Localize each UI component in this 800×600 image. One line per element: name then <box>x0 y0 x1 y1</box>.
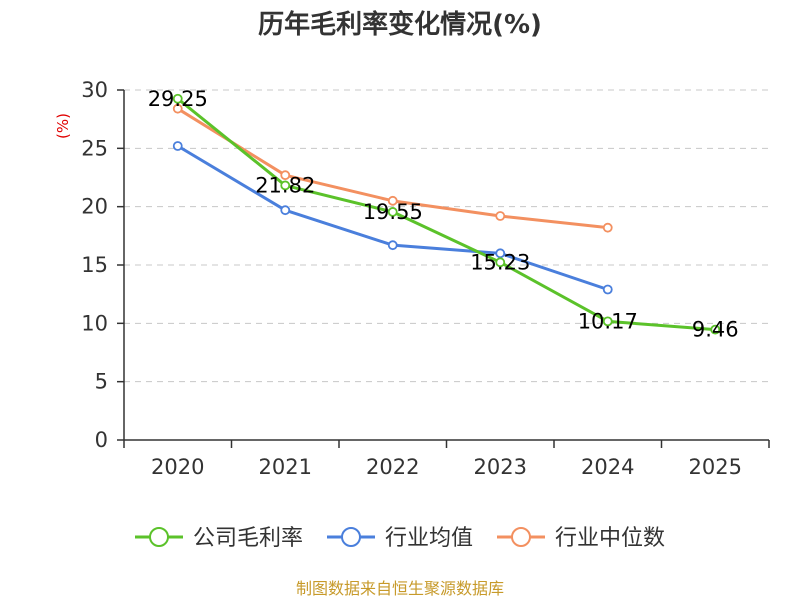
y-tick-label: 0 <box>95 428 108 452</box>
data-label: 21.82 <box>255 173 315 197</box>
x-tick-label: 2025 <box>689 455 742 479</box>
x-tick-label: 2020 <box>151 455 204 479</box>
axes <box>117 89 770 448</box>
data-point <box>495 257 506 268</box>
data-label: 15.23 <box>470 250 530 274</box>
y-tick-label: 15 <box>81 253 108 277</box>
y-tick-label: 25 <box>81 136 108 160</box>
data-point <box>172 93 183 104</box>
legend-marker-circle <box>511 527 531 547</box>
data-point <box>387 195 398 206</box>
x-tick-label: 2024 <box>581 455 634 479</box>
series-0 <box>172 93 721 335</box>
x-tick-labels: 2020 2021 2022 2023 2024 2025 <box>151 455 742 479</box>
data-label: 29.25 <box>148 87 208 111</box>
grid-lines <box>124 89 769 383</box>
legend-item-0[interactable]: 公司毛利率 <box>135 526 303 551</box>
data-label: 9.46 <box>692 318 739 342</box>
y-tick-label: 5 <box>95 370 108 394</box>
source-note: 制图数据来自恒生聚源数据库 <box>296 579 504 598</box>
x-tick-label: 2022 <box>366 455 419 479</box>
x-tick-label: 2021 <box>259 455 312 479</box>
data-point <box>495 248 506 259</box>
series-2 <box>172 103 613 233</box>
y-axis-label: (%) <box>54 113 72 139</box>
y-tick-label: 30 <box>81 78 108 102</box>
series <box>172 93 721 335</box>
data-point <box>387 207 398 217</box>
legend-marker-circle <box>341 527 361 547</box>
data-label: 10.17 <box>578 309 638 333</box>
y-tick-label: 20 <box>81 195 108 219</box>
legend-item-1[interactable]: 行业均值 <box>327 526 473 551</box>
legend-label: 公司毛利率 <box>193 526 303 551</box>
chart-title: 历年毛利率变化情况(%) <box>258 9 542 40</box>
data-label: 19.55 <box>363 200 423 224</box>
y-tick-label: 10 <box>81 311 108 335</box>
data-point <box>710 324 721 335</box>
legend-item-2[interactable]: 行业中位数 <box>497 526 665 551</box>
legend-label: 行业中位数 <box>555 526 665 551</box>
data-point <box>172 141 183 151</box>
data-point <box>495 211 506 221</box>
y-tick-labels: 0 5 10 15 20 25 30 <box>81 78 108 452</box>
data-point <box>280 170 291 181</box>
legend-marker-circle <box>149 527 169 547</box>
data-point <box>172 103 183 114</box>
data-point <box>602 284 613 295</box>
x-tick-label: 2023 <box>474 455 527 479</box>
data-point <box>602 222 613 233</box>
legend: 公司毛利率 行业均值 行业中位数 <box>135 526 665 551</box>
legend-label: 行业均值 <box>385 526 473 551</box>
data-point <box>387 240 398 251</box>
data-labels: 29.25 21.82 19.55 15.23 10.17 9.46 <box>148 87 739 342</box>
series-1 <box>172 141 613 295</box>
data-point <box>602 316 613 327</box>
data-point <box>280 205 291 216</box>
series-line <box>176 97 716 332</box>
data-point <box>280 180 291 191</box>
